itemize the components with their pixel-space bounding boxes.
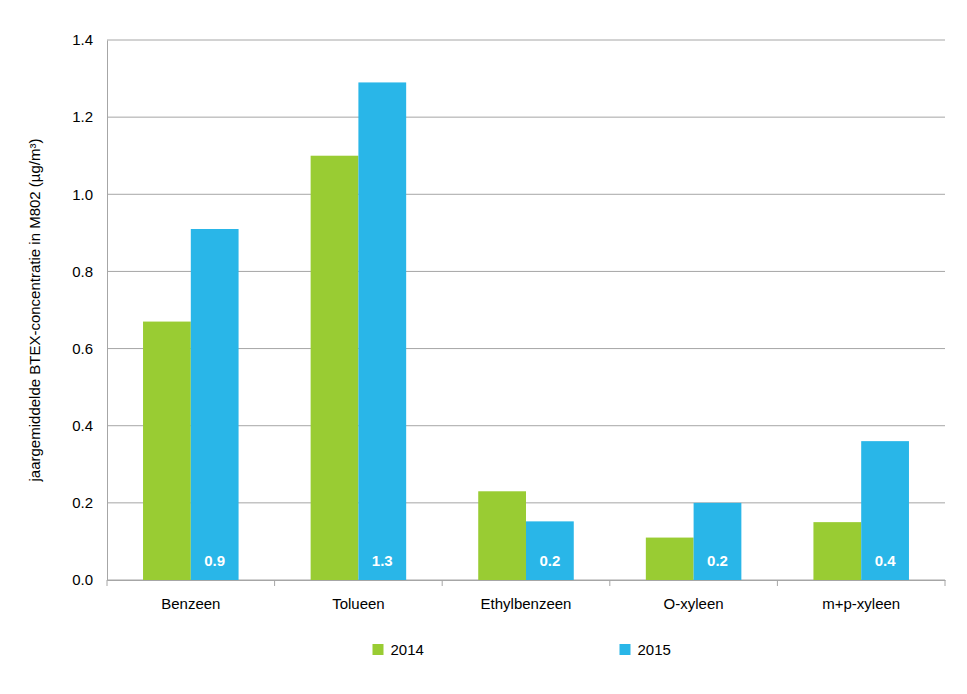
x-tick-label: Benzeen [161, 595, 220, 612]
y-axis-title: jaargemiddelde BTEX-concentratie in M802… [26, 139, 43, 483]
y-tick-label: 0.2 [72, 494, 93, 511]
y-axis-line [107, 41, 108, 581]
series-bars [143, 156, 861, 580]
y-tick-label: 1.2 [72, 108, 93, 125]
y-tick-label: 0.0 [72, 571, 93, 588]
grid [107, 40, 945, 580]
bar [358, 82, 406, 580]
bar [526, 521, 574, 580]
x-tick: Tolueen [332, 580, 385, 612]
y-tick-label: 0.8 [72, 263, 93, 280]
y-tick: 0.8 [72, 263, 107, 280]
bar [311, 156, 359, 580]
y-tick-label: 1.0 [72, 186, 93, 203]
plot: 0.0 0.2 0.4 0.6 0.8 1.0 1.2 1.4 Benzeen Tolueen Et… [72, 31, 945, 611]
y-tick: 0.6 [72, 340, 107, 357]
category-separator [609, 580, 610, 586]
bar [143, 322, 191, 580]
y-tick: 0.4 [72, 417, 107, 434]
x-tick: O-xyleen [664, 580, 724, 612]
legend: 2014 2015 [373, 641, 671, 658]
grid-line [107, 40, 945, 41]
x-tick: Benzeen [161, 580, 220, 612]
legend-label: 2014 [391, 641, 424, 658]
bars [143, 82, 909, 580]
category-separators [107, 580, 945, 586]
series-bars [191, 82, 909, 580]
y-tick-label: 0.4 [72, 417, 93, 434]
category-separator [107, 580, 108, 586]
y-tick: 0.2 [72, 494, 107, 511]
x-tick: m+p-xyleen [822, 580, 900, 612]
data-label: 0.2 [707, 552, 728, 569]
legend-label: 2015 [638, 641, 671, 658]
bar [861, 441, 909, 580]
x-tick: Ethylbenzeen [481, 580, 572, 612]
x-tick-label: O-xyleen [664, 595, 724, 612]
y-tick: 1.4 [72, 31, 107, 48]
category-separator [274, 580, 275, 586]
data-label: 1.3 [372, 552, 393, 569]
bar [191, 229, 239, 580]
category-separator [945, 580, 946, 586]
data-labels: 0.9 1.3 0.2 0.2 0.4 [204, 552, 896, 569]
grid-line [107, 194, 945, 195]
bar [478, 491, 526, 580]
legend-item: 2015 [620, 641, 671, 658]
y-tick: 1.0 [72, 186, 107, 203]
bar [813, 522, 861, 580]
x-axis-line [108, 580, 946, 581]
x-tick-label: Ethylbenzeen [481, 595, 572, 612]
category-separator [777, 580, 778, 586]
bar [646, 538, 694, 580]
data-label: 0.4 [875, 552, 897, 569]
legend-swatch [620, 644, 631, 655]
data-label: 0.2 [539, 552, 560, 569]
y-tick-label: 1.4 [72, 31, 93, 48]
y-tick: 1.2 [72, 108, 107, 125]
y-tick: 0.0 [72, 571, 107, 588]
x-tick-label: Tolueen [332, 595, 385, 612]
x-tick-label: m+p-xyleen [822, 595, 900, 612]
x-axis: Benzeen Tolueen Ethylbenzeen O-xyleen m+p-xy… [107, 580, 946, 612]
category-separator [442, 580, 443, 586]
grid-line [107, 117, 945, 118]
data-label: 0.9 [204, 552, 225, 569]
chart: 0.0 0.2 0.4 0.6 0.8 1.0 1.2 1.4 Benzeen Tolueen Et… [0, 0, 967, 694]
y-tick-label: 0.6 [72, 340, 93, 357]
legend-item: 2014 [373, 641, 424, 658]
legend-swatch [373, 644, 384, 655]
bar [694, 503, 742, 580]
y-axis: 0.0 0.2 0.4 0.6 0.8 1.0 1.2 1.4 [72, 31, 107, 588]
